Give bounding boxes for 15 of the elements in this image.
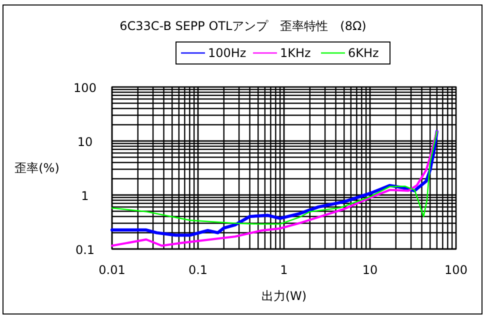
y-tick-label: 100	[74, 81, 96, 95]
x-tick-label: 100	[444, 263, 468, 277]
legend-label: 6KHz	[348, 46, 379, 60]
x-tick-label: 0.1	[188, 263, 208, 277]
legend-label: 100Hz	[208, 46, 246, 60]
chart-title: 6C33C-B SEPP OTLアンプ 歪率特性 (8Ω)	[120, 19, 366, 33]
legend-label: 1KHz	[280, 46, 311, 60]
x-tick-label: 10	[362, 263, 378, 277]
x-tick-label: 0.01	[98, 263, 126, 277]
y-tick-label: 10	[77, 135, 93, 149]
x-tick-label: 1	[280, 263, 288, 277]
y-tick-label: 0.1	[75, 243, 95, 257]
x-axis-title: 出力(W)	[261, 289, 307, 303]
y-tick-label: 1	[81, 189, 89, 203]
y-axis-title: 歪率(%)	[14, 161, 60, 175]
